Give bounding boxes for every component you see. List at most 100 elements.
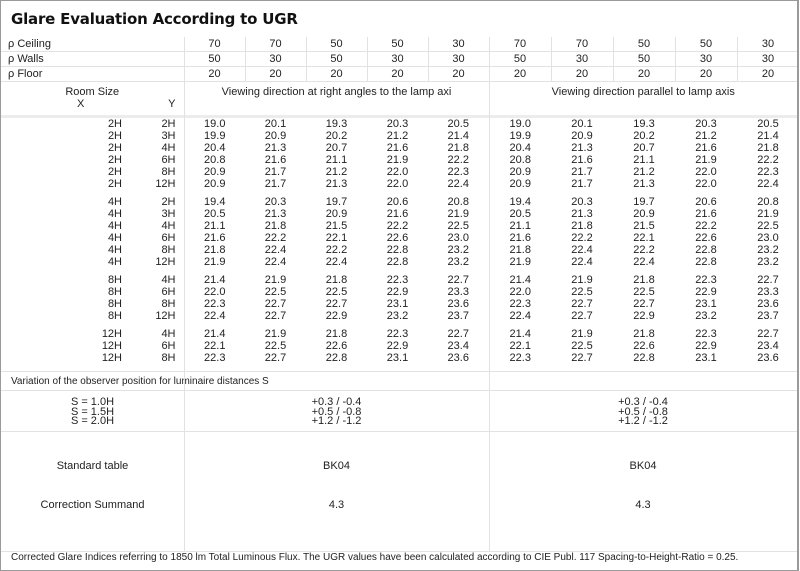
ugr-value: 21.6 (509, 232, 531, 244)
ugr-value: 21.6 (386, 208, 409, 220)
ugr-value: 22.9 (695, 286, 717, 298)
ugr-value: 22.8 (325, 352, 348, 364)
ugr-value: 21.8 (428, 142, 490, 154)
ugr-value: 23.6 (428, 298, 490, 310)
ugr-value: 22.8 (695, 244, 717, 256)
ugr-value: 22.8 (386, 256, 409, 268)
ugr-value: 22.4 (428, 178, 490, 190)
ugr-value: 19.4 (509, 196, 531, 208)
reflectance-value: 30 (428, 51, 490, 67)
ugr-value: 23.1 (695, 298, 717, 310)
table-row: 8H 6H 22.0 22.5 22.5 22.9 23.3 22.0 22.5 22.5 22.9… (1, 286, 797, 298)
ugr-value: 23.1 (695, 352, 717, 364)
ugr-value: 21.6 (695, 208, 717, 220)
ugr-value: 20.8 (428, 196, 490, 208)
ugr-value: 22.4 (571, 256, 593, 268)
table-row: 2H 2H 19.0 20.1 19.3 20.3 20.5 19.0 20.1 19.3 20.3… (1, 118, 797, 130)
ugr-value: 22.3 (509, 298, 531, 310)
ugr-value: 23.3 (757, 286, 779, 298)
reflectance-value: 70 (184, 37, 246, 52)
ugr-value: 23.2 (757, 244, 779, 256)
ugr-value: 22.3 (509, 352, 531, 364)
room-y: 8H (122, 244, 185, 256)
table-row: 12H 8H 22.3 22.7 22.8 23.1 23.6 22.3 22.7 22.8 23.… (1, 352, 797, 364)
ugr-value: 21.8 (757, 142, 779, 154)
ugr-value: 22.5 (325, 286, 348, 298)
ugr-value: 20.5 (428, 118, 490, 130)
ugr-value: 22.4 (509, 310, 531, 322)
ugr-value: 20.7 (325, 142, 348, 154)
ugr-value: 21.1 (509, 220, 531, 232)
reflectance-value: 20 (184, 66, 246, 82)
ugr-value: 23.6 (757, 298, 779, 310)
correction-summand-right-angles: 4.3 (328, 499, 345, 511)
spacing-item: S = 1.5H (70, 405, 115, 418)
ugr-value: 22.4 (571, 244, 593, 256)
room-y: 4H (122, 142, 185, 154)
ugr-value: 21.4 (204, 274, 226, 286)
ugr-value: 20.3 (386, 118, 409, 130)
ugr-value: 21.9 (695, 154, 717, 166)
reflectance-value: 50 (306, 37, 368, 52)
room-x: 2H (107, 130, 122, 142)
ugr-value: 22.1 (509, 340, 531, 352)
ugr-value: 23.0 (757, 232, 779, 244)
standard-table-right-angles: BK04 (323, 460, 350, 472)
ugr-value: 21.2 (325, 166, 348, 178)
ugr-value: 20.3 (264, 196, 287, 208)
ugr-value: 22.9 (386, 286, 409, 298)
ugr-value: 22.0 (509, 286, 531, 298)
ugr-value: 20.5 (509, 208, 531, 220)
ugr-value: 21.8 (571, 220, 593, 232)
ugr-value: 21.5 (633, 220, 655, 232)
ugr-value: 22.1 (633, 232, 655, 244)
ugr-value: 22.3 (386, 328, 409, 340)
ugr-value: 21.6 (204, 232, 226, 244)
room-x: 4H (107, 196, 122, 208)
reflectance-row: ρ Ceiling 70 70 50 50 30 70 70 50 50 30 (1, 37, 797, 52)
ugr-value: 21.3 (325, 178, 348, 190)
ugr-value: 22.5 (264, 286, 287, 298)
right-angles-header: Viewing direction at right angles to the… (184, 82, 490, 117)
ugr-value: 20.5 (204, 208, 226, 220)
reflectance-value: 50 (675, 37, 738, 52)
y-label: Y (168, 98, 176, 110)
reflectance-value: 30 (367, 51, 429, 67)
ugr-value: 22.0 (386, 166, 409, 178)
ugr-value: 22.4 (264, 244, 287, 256)
reflectance-value: 20 (613, 66, 676, 82)
standard-table-parallel: BK04 (629, 460, 657, 472)
ugr-value: 22.0 (204, 286, 226, 298)
ugr-value: 20.1 (264, 118, 287, 130)
room-y: 6H (122, 232, 185, 244)
room-y: 3H (122, 208, 185, 220)
ugr-value: 19.0 (509, 118, 531, 130)
room-x: 8H (107, 286, 122, 298)
table-row: 4H 3H 20.5 21.3 20.9 21.6 21.9 20.5 21.3 20.9 21.6… (1, 208, 797, 220)
ugr-value: 22.7 (325, 298, 348, 310)
ugr-value: 22.5 (633, 286, 655, 298)
ugr-value: 23.6 (428, 352, 490, 364)
ugr-value: 21.8 (325, 274, 348, 286)
ugr-value: 21.6 (695, 142, 717, 154)
room-y: 6H (122, 154, 185, 166)
reflectance-value: 30 (675, 51, 738, 67)
ugr-value: 21.9 (386, 154, 409, 166)
room-y: 2H (122, 118, 185, 130)
ugr-value: 19.9 (509, 130, 531, 142)
ugr-value: 22.7 (571, 352, 593, 364)
ugr-value: 20.5 (757, 118, 779, 130)
ugr-value: 22.9 (633, 310, 655, 322)
reflectance-value: 20 (737, 66, 797, 82)
ugr-value: 21.9 (264, 328, 287, 340)
reflectance-label: ρ Floor (1, 66, 185, 82)
ugr-values-table: 2H 2H 19.0 20.1 19.3 20.3 20.5 19.0 20.1 19.3 20.3… (1, 118, 797, 364)
ugr-value: 20.2 (325, 130, 348, 142)
reflectance-label: ρ Ceiling (1, 37, 185, 52)
ugr-value: 23.4 (757, 340, 779, 352)
ugr-value: 21.9 (428, 208, 490, 220)
reflectance-value: 70 (489, 37, 552, 52)
ugr-value: 22.7 (571, 298, 593, 310)
ugr-value: 22.4 (757, 178, 779, 190)
